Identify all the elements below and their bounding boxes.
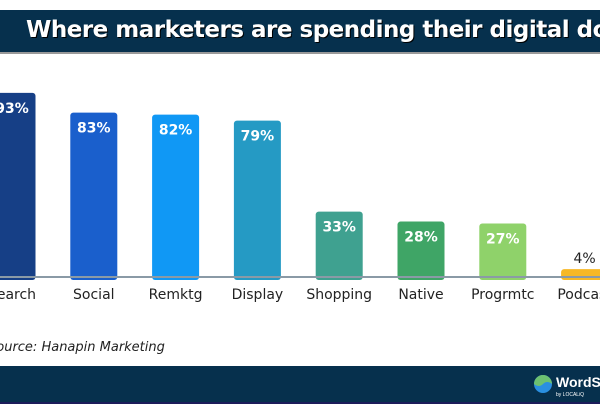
x-tick-label: Progrmtc [471, 287, 534, 303]
data-label: 79% [241, 129, 275, 145]
source-note: Source: Hanapin Marketing [0, 340, 165, 355]
bar-social [70, 112, 118, 280]
data-label: 4% [573, 251, 595, 267]
bar-podcast [561, 269, 600, 280]
svg-text:WordStream: WordStream [556, 374, 600, 390]
x-tick-label: Social [73, 287, 115, 303]
x-tick-label: Display [232, 287, 284, 303]
bar-progrmtc [479, 223, 527, 280]
chart-title: Where marketers are spending their digit… [26, 17, 600, 43]
data-label: 82% [159, 123, 193, 139]
title-band: Where marketers are spending their digit… [0, 10, 600, 54]
svg-text:by LOCALiQ: by LOCALiQ [556, 392, 584, 398]
data-label: 93% [0, 101, 29, 117]
bar-chart: 93% Search 83% Social 82% Remktg 79% Display 33%… [0, 92, 600, 303]
bar-display [233, 120, 281, 280]
data-label: 83% [77, 121, 111, 137]
data-label: 33% [322, 220, 356, 236]
x-tick-label: Shopping [306, 287, 372, 303]
x-tick-label: Remktg [149, 287, 203, 303]
x-tick-label: Native [398, 287, 443, 303]
bar-remktg [152, 114, 200, 280]
x-tick-label: Search [0, 287, 36, 303]
x-tick-label: Podcast [557, 287, 600, 303]
wordstream-logo: WordStream by LOCALiQ [534, 374, 600, 398]
data-label: 28% [404, 230, 438, 246]
data-label: 27% [486, 232, 520, 248]
footer-band: WordStream by LOCALiQ [0, 366, 600, 404]
bar-search [0, 92, 36, 280]
bar-native [397, 221, 445, 280]
bar-shopping [315, 211, 363, 280]
